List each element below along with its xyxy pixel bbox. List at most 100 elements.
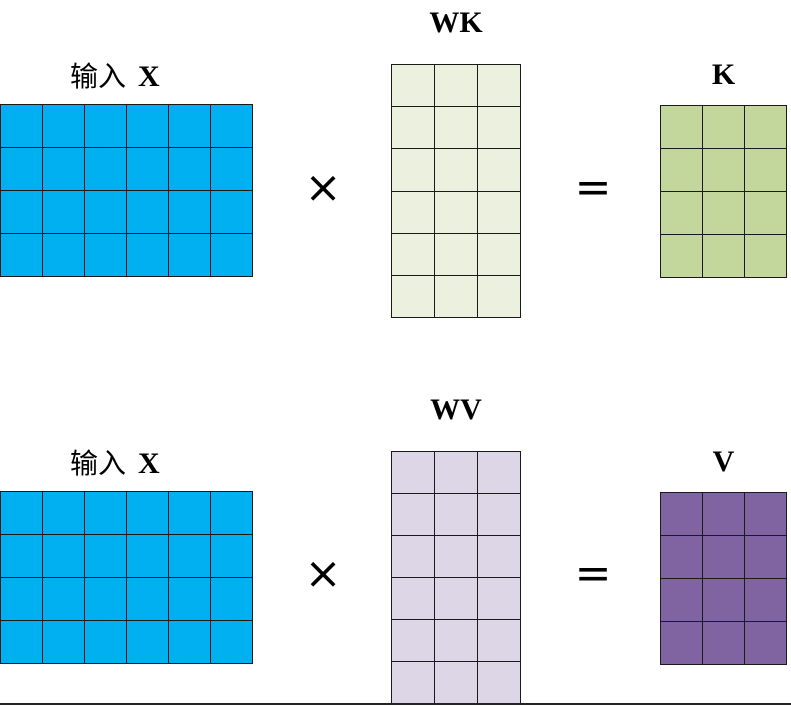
matrix-cell [478, 107, 521, 150]
matrix-cell [703, 493, 745, 536]
matrix-cell [169, 148, 211, 191]
bottom-weight-label: WV [430, 393, 482, 426]
matrix-cell [169, 234, 211, 277]
matrix-cell [661, 536, 703, 579]
matrix-cell [745, 579, 787, 622]
matrix-cell [85, 578, 127, 621]
matrix-cell [392, 620, 435, 662]
matrix-cell [1, 535, 43, 578]
matrix-cell [43, 105, 85, 148]
matrix-cell [392, 452, 435, 494]
matrix-cell [211, 578, 253, 621]
matrix-cell [392, 494, 435, 536]
matrix-cell [211, 492, 253, 535]
matrix-cell [703, 106, 745, 149]
matrix-cell [169, 492, 211, 535]
matrix-cell [478, 191, 521, 234]
matrix-cell [127, 578, 169, 621]
matrix-cell [85, 191, 127, 234]
matrix-cell [169, 621, 211, 664]
matrix-cell [435, 662, 478, 704]
matrix-cell [85, 621, 127, 664]
matrix-cell [211, 148, 253, 191]
bottom-input-label-text: 输入 [70, 447, 127, 480]
matrix-cell [211, 621, 253, 664]
bottom-multiply-sign: × [304, 548, 342, 599]
matrix-cell [127, 105, 169, 148]
matrix-cell [1, 234, 43, 277]
matrix-cell [1, 578, 43, 621]
matrix-cell [745, 493, 787, 536]
matrix-cell [661, 622, 703, 665]
matrix-cell [43, 578, 85, 621]
matrix-cell [478, 452, 521, 494]
matrix-cell [478, 65, 521, 108]
matrix-cell [745, 536, 787, 579]
matrix-cell [127, 535, 169, 578]
matrix-cell [703, 235, 745, 278]
matrix-cell [661, 192, 703, 235]
matrix-cell [211, 535, 253, 578]
matrix-cell [127, 492, 169, 535]
matrix-cell [435, 275, 478, 318]
matrix-cell [127, 621, 169, 664]
matrix-cell [127, 191, 169, 234]
matrix-cell [169, 191, 211, 234]
matrix-cell [435, 149, 478, 192]
bottom-input-matrix [0, 491, 253, 664]
top-result-label: K [711, 58, 736, 91]
matrix-cell [703, 192, 745, 235]
matrix-cell [211, 234, 253, 277]
matrix-cell [661, 493, 703, 536]
matrix-cell [435, 620, 478, 662]
matrix-cell [392, 536, 435, 578]
matrix-cell [392, 107, 435, 150]
matrix-cell [392, 662, 435, 704]
matrix-cell [478, 536, 521, 578]
top-input-label: 输入 X [70, 55, 160, 95]
matrix-cell [211, 105, 253, 148]
matrix-cell [1, 148, 43, 191]
matrix-cell [478, 662, 521, 704]
top-input-label-text: 输入 [70, 60, 127, 93]
matrix-cell [85, 492, 127, 535]
bottom-equals-sign: = [574, 548, 612, 599]
top-weight-matrix [391, 64, 521, 318]
matrix-cell [435, 65, 478, 108]
matrix-cell [85, 105, 127, 148]
matrix-cell [392, 275, 435, 318]
matrix-cell [703, 622, 745, 665]
matrix-cell [435, 578, 478, 620]
matrix-cell [478, 149, 521, 192]
matrix-cell [43, 148, 85, 191]
matrix-cell [43, 621, 85, 664]
matrix-cell [661, 235, 703, 278]
matrix-cell [661, 149, 703, 192]
matrix-cell [703, 149, 745, 192]
top-equals-sign: = [574, 162, 612, 213]
matrix-cell [392, 149, 435, 192]
matrix-cell [745, 622, 787, 665]
matrix-cell [745, 106, 787, 149]
matrix-cell [703, 536, 745, 579]
top-result-matrix [660, 105, 787, 278]
matrix-cell [85, 148, 127, 191]
matrix-cell [85, 234, 127, 277]
matrix-cell [435, 191, 478, 234]
matrix-cell [211, 191, 253, 234]
matrix-cell [478, 578, 521, 620]
bottom-result-matrix [660, 492, 787, 665]
matrix-cell [169, 535, 211, 578]
matrix-cell [478, 620, 521, 662]
matrix-cell [745, 192, 787, 235]
matrix-cell [85, 535, 127, 578]
matrix-cell [169, 578, 211, 621]
bottom-input-label: 输入 X [70, 442, 160, 482]
matrix-cell [435, 107, 478, 150]
matrix-cell [478, 494, 521, 536]
matrix-cell [745, 235, 787, 278]
matrix-cell [435, 452, 478, 494]
matrix-cell [745, 149, 787, 192]
top-multiply-sign: × [304, 162, 342, 213]
top-weight-label: WK [429, 6, 483, 39]
